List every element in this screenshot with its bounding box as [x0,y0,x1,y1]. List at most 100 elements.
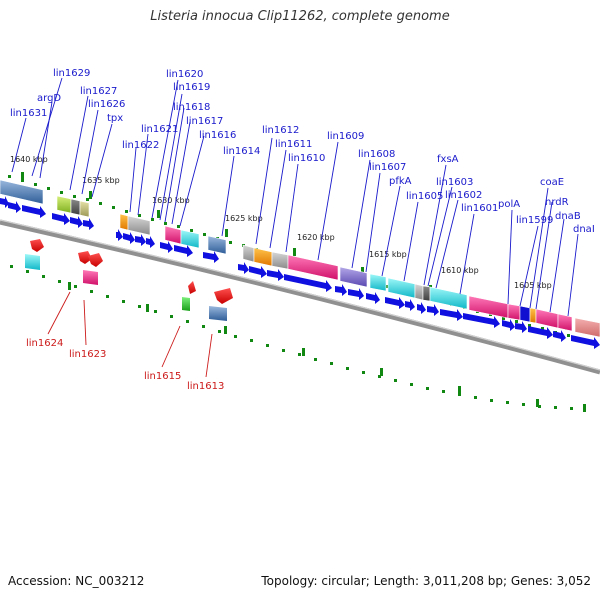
gene-arrow [160,241,173,253]
gene-arrow [440,309,463,321]
gene-arrow [335,284,347,296]
gene-label[interactable]: lin1611 [275,139,312,150]
forward-label-lines [11,77,579,317]
category-boxes-forward [0,179,600,338]
gene-label[interactable]: lin1621 [141,124,178,135]
category-boxes-reverse [25,254,227,321]
gene-label[interactable]: lin1622 [122,140,159,151]
gene-label[interactable]: lin1624 [26,338,63,349]
gene-box [83,270,98,285]
gene-arrow [22,205,46,218]
gene-arrow [70,216,83,228]
gene-label[interactable]: polA [498,199,520,210]
gene-arrow [417,302,426,314]
gene-box [0,179,44,205]
gene-arrow [553,330,566,342]
forward-gene-arrows [0,196,600,349]
gene-arrow [78,251,92,264]
gene-label[interactable]: lin1608 [358,149,395,160]
gene-arrow [135,234,146,246]
gene-label[interactable]: lin1609 [327,131,364,142]
gene-arrow [0,196,9,208]
gene-label[interactable]: lin1613 [187,381,224,392]
gene-arrow [214,288,233,304]
reverse-label-lines [47,291,213,378]
forward-gene-labels: lin1631 lin1629 argD lin1627 lin1626 tpx… [10,68,595,235]
gene-label[interactable]: argD [37,93,61,104]
gene-box [339,266,368,288]
gene-box [535,308,559,329]
genome-backbone [0,219,600,375]
gene-label[interactable]: lin1605 [406,191,443,202]
gene-box [557,313,573,332]
gene-label[interactable]: lin1612 [262,125,299,136]
gene-box [387,277,416,299]
accession-label: Accession: NC_003212 [8,574,145,588]
gene-arrow [88,253,103,267]
gene-arrow [8,201,21,213]
gene-arrow [463,313,500,328]
gene-label[interactable]: pfkA [389,176,412,187]
gene-label[interactable]: lin1626 [88,99,125,110]
gene-label[interactable]: lin1620 [166,69,203,80]
kbp-label: 1610 kbp [441,266,479,275]
gene-label[interactable]: lin1617 [186,116,223,127]
gene-box [414,283,424,301]
gene-label[interactable]: lin1618 [173,102,210,113]
kbp-label: 1640 kbp [10,155,48,164]
gene-label[interactable]: nrdR [545,197,569,208]
gene-arrow [238,262,249,274]
gene-label[interactable]: dnaB [555,211,581,222]
gene-label[interactable]: tpx [107,113,123,124]
gene-box [119,213,129,231]
gene-label[interactable]: lin1615 [144,371,181,382]
map-title: Listeria innocua Clip11262, complete gen… [150,9,450,24]
gene-label[interactable]: lin1629 [53,68,90,79]
gene-label[interactable]: lin1602 [445,190,482,201]
gene-box [207,235,227,255]
gene-arrow [284,274,332,292]
reverse-gene-labels: lin1624 lin1623 lin1615 lin1613 [26,338,224,392]
gene-box [519,305,531,323]
gene-arrow [571,335,600,349]
gene-label[interactable]: lin1599 [516,215,553,226]
gene-arrow [405,299,415,311]
gene-label[interactable]: lin1607 [369,162,406,173]
gene-box [25,254,40,270]
gene-label[interactable]: dnaI [573,224,595,235]
gene-label[interactable]: lin1631 [10,108,47,119]
gene-box [271,251,289,270]
kbp-label: 1605 kbp [514,281,552,290]
gene-box [369,273,387,292]
gene-label[interactable]: lin1619 [173,82,210,93]
gene-label[interactable]: lin1610 [288,153,325,164]
genome-summary: Topology: circular; Length: 3,011,208 bp… [261,574,591,588]
gene-label[interactable]: lin1627 [80,86,117,97]
gene-label[interactable]: lin1623 [69,349,106,360]
gene-arrow [174,245,193,257]
gene-arrow [188,281,196,294]
gene-label[interactable]: lin1616 [199,130,236,141]
gene-box [182,297,190,311]
gene-arrow [52,213,70,225]
gene-arrow [123,232,135,244]
inner-tick-arc [10,265,586,412]
gene-label[interactable]: lin1614 [223,146,260,157]
kbp-label: 1615 kbp [369,250,407,259]
gene-label[interactable]: lin1601 [461,203,498,214]
gene-label[interactable]: coaE [540,177,564,188]
reverse-gene-arrows [30,239,233,304]
gene-box [287,254,339,281]
gene-box [507,303,521,321]
gene-box [429,286,468,310]
gene-arrow [348,288,364,300]
gene-box [79,200,90,218]
kbp-label: 1625 kbp [225,214,263,223]
gene-label[interactable]: lin1603 [436,177,473,188]
gene-label[interactable]: fxsA [437,154,459,165]
gene-arrow [528,326,553,339]
gene-box [468,295,509,319]
kbp-labels: 1640 kbp 1635 kbp 1630 kbp 1625 kbp 1620… [10,155,552,290]
gene-box [574,317,600,338]
gene-arrow [116,229,123,241]
